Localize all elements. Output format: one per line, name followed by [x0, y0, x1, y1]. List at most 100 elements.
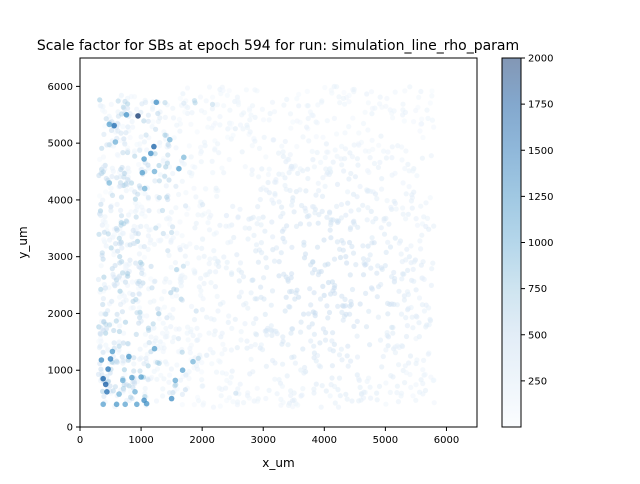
data-point: [111, 340, 117, 346]
data-point: [365, 243, 371, 249]
data-point: [123, 112, 130, 118]
data-point: [184, 85, 191, 91]
data-point: [304, 124, 310, 130]
data-point: [95, 371, 102, 377]
data-point: [114, 359, 120, 365]
data-point: [389, 155, 395, 161]
data-point: [118, 213, 125, 219]
chart-title: Scale factor for SBs at epoch 594 for ru…: [37, 38, 519, 54]
data-point: [166, 164, 173, 170]
data-point: [156, 237, 162, 244]
data-point: [188, 154, 194, 160]
data-point: [384, 198, 390, 204]
data-point: [134, 310, 140, 316]
data-point: [217, 222, 223, 228]
data-point: [368, 265, 374, 271]
data-point: [179, 297, 185, 303]
data-point: [120, 150, 126, 156]
x-tick-label: 4000: [312, 435, 337, 446]
data-point: [264, 264, 270, 270]
data-point: [260, 214, 266, 220]
data-point: [221, 254, 227, 260]
data-point: [299, 392, 305, 398]
data-point: [206, 116, 212, 122]
data-point: [181, 154, 187, 161]
data-point: [365, 257, 371, 263]
data-point: [323, 388, 329, 394]
data-point: [108, 208, 114, 214]
data-point: [98, 311, 104, 317]
data-point: [341, 168, 347, 174]
data-point: [184, 211, 190, 217]
data-point: [400, 101, 406, 107]
data-point: [157, 115, 163, 121]
data-point: [399, 276, 405, 282]
data-point: [195, 366, 201, 372]
data-point: [280, 149, 286, 155]
data-point: [347, 226, 353, 233]
data-point: [120, 230, 126, 236]
data-point: [96, 345, 103, 351]
data-point: [157, 172, 163, 178]
data-point: [374, 390, 380, 396]
data-point: [151, 368, 157, 374]
data-point: [170, 235, 176, 241]
data-point: [280, 338, 286, 344]
data-point: [376, 383, 383, 389]
data-point: [250, 320, 257, 326]
data-point: [130, 227, 136, 233]
data-point: [425, 351, 431, 357]
data-point: [211, 231, 217, 237]
data-point: [417, 389, 423, 395]
data-point: [228, 239, 234, 245]
data-point: [215, 258, 221, 264]
data-point: [325, 261, 331, 267]
data-point: [249, 167, 255, 173]
data-point: [252, 342, 258, 348]
data-point: [411, 259, 417, 265]
data-point: [383, 215, 389, 221]
data-point: [256, 145, 263, 151]
data-point: [100, 375, 106, 382]
data-point: [179, 178, 185, 184]
data-point: [289, 326, 295, 332]
data-point: [121, 367, 127, 373]
data-point: [403, 148, 409, 154]
data-point: [351, 142, 357, 148]
data-point: [362, 109, 368, 115]
data-point: [228, 347, 234, 353]
data-point: [139, 204, 145, 210]
data-point: [130, 379, 136, 385]
data-point: [371, 160, 378, 167]
data-point: [121, 387, 127, 393]
data-point: [249, 103, 256, 109]
data-point: [97, 330, 103, 336]
data-point: [138, 283, 144, 289]
data-point: [177, 128, 183, 134]
data-point: [151, 345, 158, 352]
data-point: [268, 323, 274, 329]
y-tick-label: 2000: [48, 309, 73, 320]
data-point: [319, 208, 325, 214]
data-point: [150, 321, 156, 327]
data-point: [401, 293, 407, 299]
data-point: [366, 169, 372, 175]
data-point: [199, 359, 205, 366]
data-point: [391, 108, 397, 114]
data-point: [291, 354, 297, 360]
data-point: [378, 225, 384, 231]
data-point: [187, 241, 193, 247]
data-point: [224, 377, 230, 383]
data-point: [199, 377, 205, 383]
data-point: [405, 291, 411, 298]
data-point: [95, 276, 102, 283]
data-point: [102, 214, 108, 220]
data-point: [272, 191, 278, 197]
data-point: [179, 233, 185, 239]
data-point: [119, 111, 125, 117]
data-point: [395, 143, 401, 149]
data-point: [176, 326, 182, 332]
data-point: [177, 95, 183, 102]
data-point: [144, 351, 150, 357]
data-point: [313, 358, 319, 364]
